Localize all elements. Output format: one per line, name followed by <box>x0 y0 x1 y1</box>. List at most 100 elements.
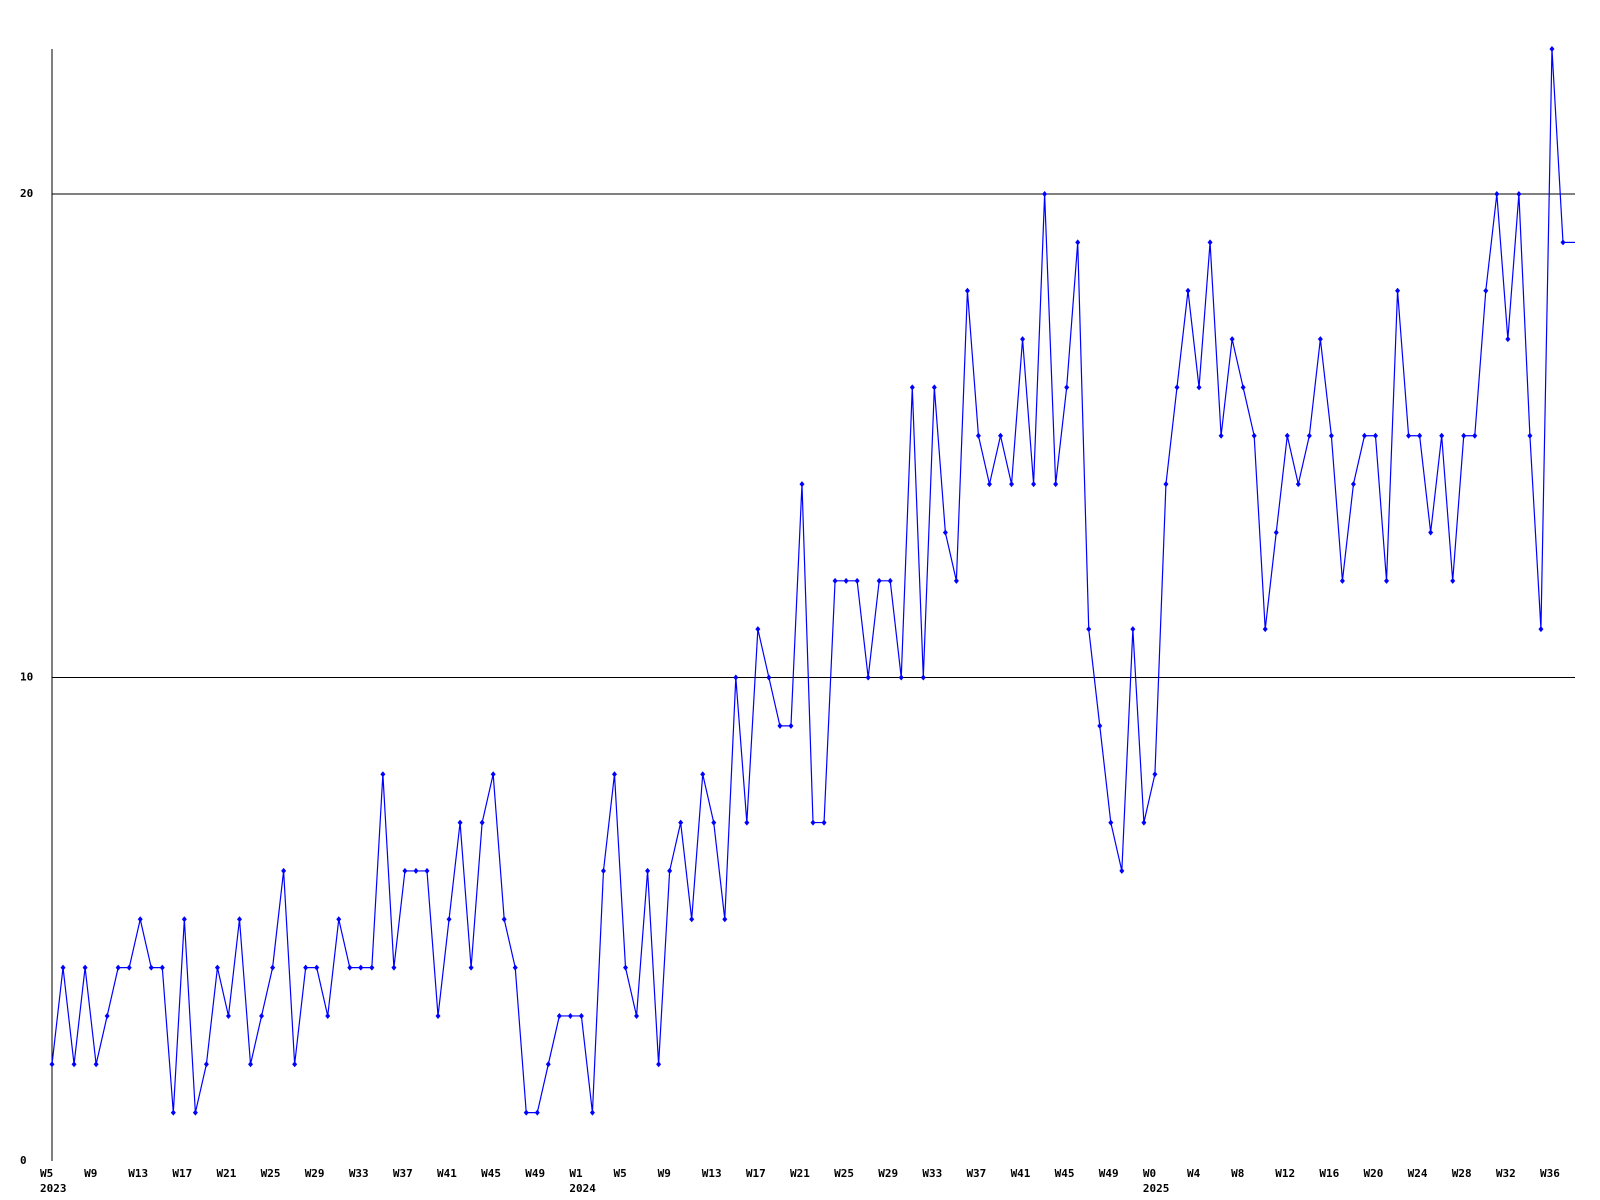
data-point <box>248 1061 254 1068</box>
data-point <box>159 964 165 971</box>
x-tick-label: W45 <box>481 1167 501 1180</box>
data-point <box>1428 529 1434 536</box>
data-point <box>1417 432 1423 439</box>
data-point <box>501 916 507 923</box>
data-point <box>1174 384 1180 391</box>
x-year-label: 2025 <box>1143 1182 1170 1195</box>
data-point <box>203 1061 209 1068</box>
data-point <box>523 1109 529 1116</box>
data-point <box>104 1012 110 1019</box>
data-point <box>1306 432 1312 439</box>
data-line <box>51 48 1564 1114</box>
data-point <box>1119 867 1125 874</box>
data-point <box>534 1109 540 1116</box>
data-point <box>1240 384 1246 391</box>
data-point <box>986 481 992 488</box>
x-tick-label: W5 <box>614 1167 627 1180</box>
data-point <box>1483 287 1489 294</box>
x-tick-label: W33 <box>349 1167 369 1180</box>
data-point <box>1053 481 1059 488</box>
data-point <box>1284 432 1290 439</box>
data-point <box>634 1012 640 1019</box>
data-point <box>567 1012 573 1019</box>
data-point <box>942 529 948 536</box>
data-point <box>1505 336 1511 343</box>
x-tick-label: W20 <box>1364 1167 1384 1180</box>
data-point <box>148 964 154 971</box>
data-point <box>391 964 397 971</box>
x-tick-label: W8 <box>1231 1167 1244 1180</box>
data-point <box>1009 481 1015 488</box>
y-tick-label: 10 <box>20 671 33 684</box>
data-point <box>292 1061 298 1068</box>
y-tick-label: 0 <box>20 1154 27 1167</box>
data-point <box>545 1061 551 1068</box>
data-point <box>611 771 617 778</box>
data-point <box>887 577 893 584</box>
x-tick-label: W21 <box>790 1167 810 1180</box>
x-tick-label: W13 <box>128 1167 148 1180</box>
data-point <box>402 867 408 874</box>
data-point <box>998 432 1004 439</box>
data-point <box>799 481 805 488</box>
data-point <box>181 916 187 923</box>
data-point <box>843 577 849 584</box>
x-tick-label: W29 <box>878 1167 898 1180</box>
data-point <box>358 964 364 971</box>
data-point <box>115 964 121 971</box>
data-point <box>1229 336 1235 343</box>
x-tick-label: W49 <box>525 1167 545 1180</box>
data-point <box>60 964 66 971</box>
data-point <box>71 1061 77 1068</box>
data-point <box>1130 626 1136 633</box>
x-tick-label: W41 <box>437 1167 457 1180</box>
data-point <box>479 819 485 826</box>
data-point <box>578 1012 584 1019</box>
data-point <box>689 916 695 923</box>
data-point <box>192 1109 198 1116</box>
data-point <box>1108 819 1114 826</box>
data-point <box>920 674 926 681</box>
x-tick-label: W33 <box>922 1167 942 1180</box>
x-tick-label: W41 <box>1011 1167 1031 1180</box>
data-point <box>777 722 783 729</box>
data-point <box>832 577 838 584</box>
data-point <box>876 577 882 584</box>
x-tick-label: W37 <box>393 1167 413 1180</box>
data-point <box>1450 577 1456 584</box>
data-point <box>898 674 904 681</box>
x-tick-label: W21 <box>216 1167 236 1180</box>
data-point <box>347 964 353 971</box>
data-point <box>137 916 143 923</box>
data-point <box>1218 432 1224 439</box>
data-point <box>1472 432 1478 439</box>
data-point <box>1549 46 1555 52</box>
x-tick-label: W25 <box>261 1167 281 1180</box>
data-point <box>325 1012 331 1019</box>
data-point <box>1328 432 1334 439</box>
data-point <box>1439 432 1445 439</box>
data-point <box>854 577 860 584</box>
data-point <box>1395 287 1401 294</box>
data-point <box>589 1109 595 1116</box>
x-tick-label: W1 <box>569 1167 583 1180</box>
x-tick-label: W24 <box>1408 1167 1428 1180</box>
data-point <box>1086 626 1092 633</box>
data-point <box>755 626 761 633</box>
x-tick-label: W37 <box>966 1167 986 1180</box>
data-point <box>656 1061 662 1068</box>
data-point <box>468 964 474 971</box>
data-point <box>1042 191 1048 198</box>
x-tick-label: W25 <box>834 1167 854 1180</box>
data-point <box>1020 336 1026 343</box>
data-point <box>645 867 651 874</box>
x-tick-label: W13 <box>702 1167 722 1180</box>
data-point <box>1097 722 1103 729</box>
data-point <box>1152 771 1158 778</box>
x-tick-label: W28 <box>1452 1167 1472 1180</box>
x-tick-label: W9 <box>84 1167 97 1180</box>
data-point <box>909 384 915 391</box>
data-point <box>413 867 419 874</box>
x-year-label: 2023 <box>40 1182 67 1195</box>
